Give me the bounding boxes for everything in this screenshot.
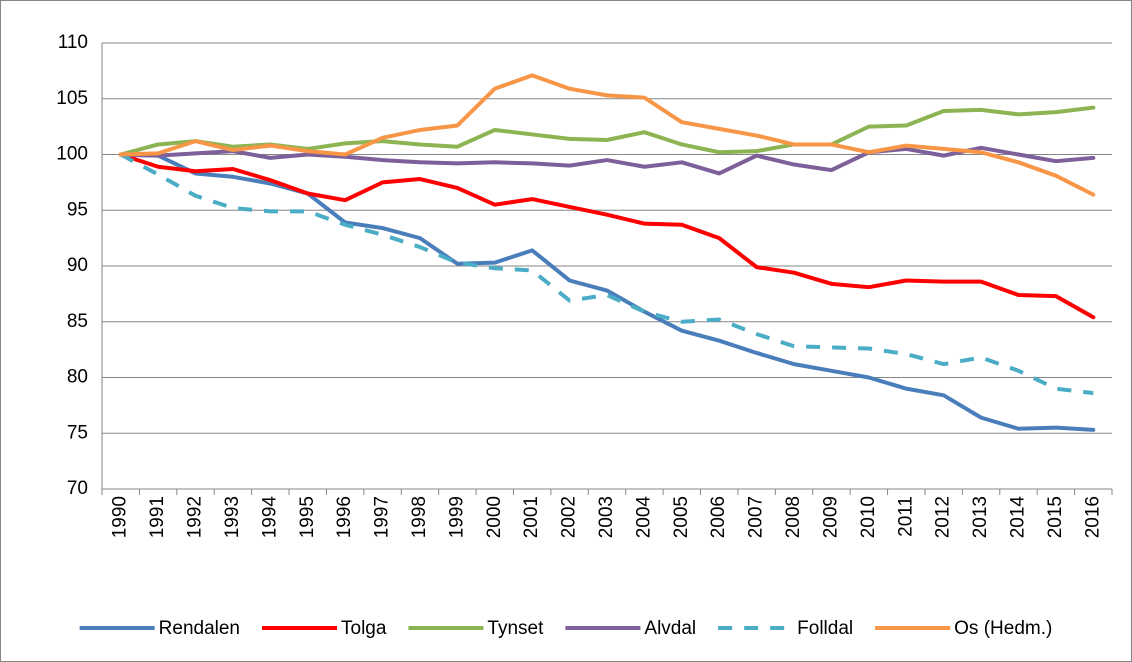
y-tick-label: 75 [67,422,88,443]
x-tick-label: 2002 [559,496,580,538]
series-line [118,152,1096,432]
x-tick-label: 2004 [633,496,654,539]
x-tick-label: 1992 [185,496,206,538]
y-tick-label: 70 [67,478,88,499]
x-tick-label: 1998 [409,496,430,538]
x-tick-label: 1990 [110,496,131,538]
series-line [118,73,1096,197]
x-tick-label: 1999 [446,496,467,538]
x-tick-label: 1995 [297,496,318,538]
x-tick-label: 1993 [222,496,243,538]
x-tick-label: 1994 [259,496,280,539]
y-tick-label: 85 [67,311,88,332]
legend-label: Rendalen [159,618,240,639]
y-tick-label: 80 [67,367,88,388]
x-tick-label: 2016 [1082,496,1103,538]
x-tick-label: 2000 [484,496,505,538]
x-tick-label: 2009 [820,496,841,538]
x-tick-label: 1997 [372,496,393,538]
legend-label: Folldal [797,618,853,639]
x-tick-label: 2008 [783,496,804,538]
y-tick-label: 100 [56,144,88,165]
x-tick-label: 2001 [521,496,542,538]
legend-label: Tynset [487,618,544,639]
x-tick-label: 1991 [147,496,168,538]
y-tick-label: 95 [67,199,88,220]
x-tick-label: 2006 [708,496,729,538]
series-line [118,152,1096,320]
series-line [118,145,1096,176]
x-tick-label: 2007 [746,496,767,538]
legend-label: Tolga [341,618,387,639]
x-tick-label: 2012 [933,496,954,538]
legend-label: Alvdal [644,618,696,639]
x-tick-label: 2005 [671,496,692,538]
x-tick-label: 2014 [1007,496,1028,539]
x-tick-label: 2013 [970,496,991,538]
x-tick-label: 2011 [895,496,916,537]
y-tick-label: 110 [58,32,88,53]
x-tick-label: 2015 [1045,496,1066,538]
y-tick-label: 105 [56,88,88,109]
y-tick-label: 90 [67,255,88,276]
x-tick-label: 1996 [334,496,355,538]
x-tick-label: 2003 [596,496,617,538]
x-tick-label: 2010 [858,496,879,538]
legend-label: Os (Hedm.) [954,618,1052,639]
